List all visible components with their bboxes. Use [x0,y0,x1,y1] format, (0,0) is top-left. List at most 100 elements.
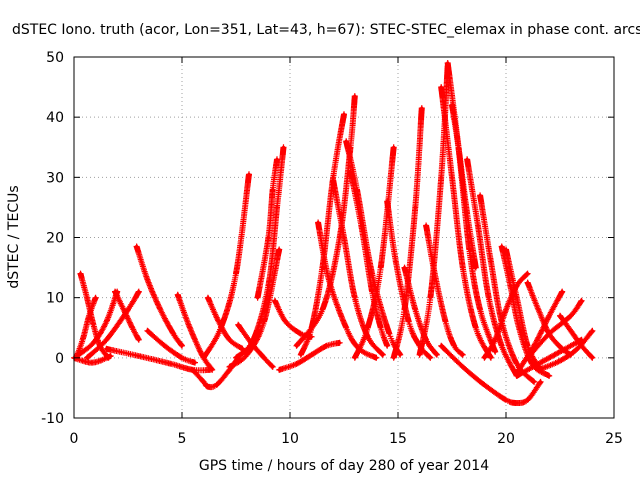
series-arc6 [84,288,142,361]
series-arc23 [330,177,386,358]
data-point [424,223,428,228]
data-point [446,61,450,65]
data-point [504,398,508,402]
data-point [569,329,573,333]
data-point [450,175,454,179]
data-point [526,272,530,276]
data-point [163,344,167,348]
data-point [98,359,102,363]
series-arc46 [513,336,585,379]
data-point [316,220,320,225]
data-point [325,344,329,348]
series-arc32 [438,84,494,361]
data-point [590,356,595,360]
data-point [558,350,562,354]
data-point [580,299,584,303]
data-point [76,353,80,357]
data-point [413,205,417,209]
data-point [580,338,584,342]
series-arc13 [200,171,252,361]
data-point [418,353,422,357]
data-point [370,272,374,276]
series-arc15 [235,321,276,370]
data-point [532,380,536,384]
data-point [145,329,149,333]
data-point [271,187,275,191]
data-point [385,344,389,348]
x-tick-label: 10 [281,431,299,447]
data-point [130,326,134,330]
y-tick-label: 50 [46,50,64,66]
data-point [439,85,443,89]
series-arc14 [226,246,283,370]
data-point [137,290,141,294]
series-arc45 [535,327,596,373]
data-point [370,290,374,294]
data-point [266,235,270,240]
data-point [227,338,232,342]
y-tick-label: 10 [46,291,64,307]
data-point [256,296,260,300]
data-point [271,365,275,369]
data-point [180,344,184,348]
data-point [439,175,443,179]
data-point [456,145,461,149]
data-point [558,359,562,363]
series-arc19 [276,339,343,373]
scatter-marks-arc22 [293,93,358,349]
data-point [474,326,478,330]
y-tick-label: 40 [46,110,64,126]
data-point [515,374,519,378]
data-point [515,284,519,288]
data-point [515,401,519,405]
data-point [452,344,456,348]
data-point [331,175,335,179]
data-point [193,338,197,342]
data-point [176,293,180,297]
data-point [191,368,195,372]
data-point [461,266,465,270]
data-point [94,296,98,300]
data-point [515,296,519,300]
data-point [398,353,402,357]
data-point [266,284,270,288]
data-point [500,344,504,348]
data-point [379,326,383,330]
data-point [338,341,342,345]
data-point [91,323,95,327]
data-point [219,326,223,330]
data-point [158,308,162,312]
y-tick-label: 0 [55,351,64,367]
data-point [560,290,564,294]
data-point [489,356,493,360]
data-point [202,380,206,384]
series-arc1 [71,353,114,366]
data-point [251,338,255,342]
data-point [85,296,89,300]
series-arc17 [254,156,280,301]
data-point [504,308,508,312]
data-point [569,314,573,318]
data-point [217,320,221,324]
data-point [461,353,465,357]
chart-title: dSTEC Iono. truth (acor, Lon=351, Lat=43… [12,22,640,38]
data-point [169,362,173,366]
data-point [277,368,281,372]
data-point [275,205,279,209]
data-point [402,308,407,312]
data-point [262,320,266,324]
data-point [277,247,281,252]
data-point [504,247,508,252]
x-tick-label: 25 [605,431,623,447]
data-point [87,314,91,318]
data-point [420,106,424,110]
data-point [310,353,314,357]
data-point [461,365,465,369]
data-point [171,332,175,336]
data-point [392,356,396,360]
data-point [536,362,541,366]
data-point [247,172,251,176]
y-tick-label: -10 [41,411,64,427]
y-tick-label: 30 [46,170,64,186]
data-point [89,361,93,365]
